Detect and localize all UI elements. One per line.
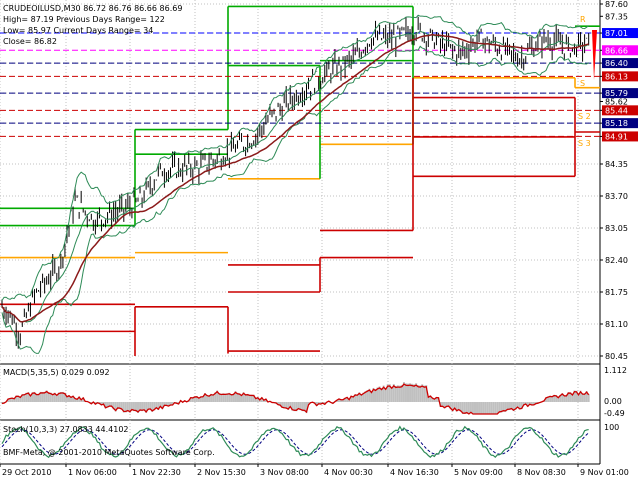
price-badge-text: 86.40 (605, 59, 628, 68)
price-tick-label: 81.75 (605, 288, 628, 297)
time-label: 8 Nov 08:30 (517, 468, 566, 477)
time-label: 4 Nov 16:30 (390, 468, 439, 477)
price-badge-text: 85.44 (605, 106, 628, 115)
close-info: Close= 86.82 (3, 37, 57, 46)
time-label: 1 Nov 06:00 (68, 468, 117, 477)
stoch-signal-line (1, 429, 590, 455)
macd-title: MACD(5,35,5) 0.029 0.092 (3, 368, 110, 377)
macd-signal-line (1, 383, 590, 415)
macd-pane (1, 382, 590, 415)
copyright-footer: BMF-Meta, @ 2001-2010 MetaQuotes Softwar… (3, 448, 215, 457)
price-badge (602, 28, 638, 39)
price-badge (602, 131, 638, 142)
low-info: Low= 85.97 Current Days Range= 34 (3, 26, 153, 35)
price-tick-label: 82.40 (605, 256, 628, 265)
bollinger-middle (1, 30, 589, 323)
time-axis: 29 Oct 2010 1 Nov 06:00 1 Nov 22:30 2 Nov 1… (0, 464, 629, 477)
price-tick-label: 83.70 (605, 192, 628, 201)
macd-tick-bottom: -0.49 (604, 409, 625, 418)
price-tick-label: 80.45 (605, 352, 628, 361)
price-tick-label: 87.35 (605, 12, 628, 21)
price-badge (602, 45, 638, 56)
stoch-title: Stoch(10,3,3) 27.0833 44.4102 (3, 425, 129, 434)
pivot-s2-label: S 2 (578, 112, 591, 121)
pivot-s3-label: S 3 (578, 139, 591, 148)
macd-tick-zero: 0.00 (604, 397, 622, 406)
price-tick-label: 87.60 (605, 0, 628, 9)
time-label: 9 Nov 01:00 (580, 468, 629, 477)
price-badge (602, 105, 638, 116)
moving-average (1, 33, 589, 323)
time-label: 1 Nov 22:30 (132, 468, 181, 477)
price-badge (602, 118, 638, 129)
price-badge (602, 58, 638, 69)
stochastic-pane (1, 425, 590, 459)
macd-tick-top: 1.112 (604, 366, 627, 375)
stoch-tick-top: 100 (604, 423, 619, 432)
time-label: 3 Nov 08:00 (260, 468, 309, 477)
price-badge-text: 85.79 (605, 89, 628, 98)
indicator-lines (1, 14, 597, 354)
time-label: 4 Nov 00:30 (324, 468, 373, 477)
price-tick-label: 84.35 (605, 160, 628, 169)
bollinger-upper (1, 14, 589, 301)
price-tick-label: 85.62 (605, 97, 628, 106)
pivot-r-label: R (580, 15, 586, 24)
bollinger-lower (1, 45, 589, 354)
time-label: 2 Nov 15:30 (197, 468, 246, 477)
price-tick-label: 83.05 (605, 224, 628, 233)
price-badge-text: 84.91 (605, 132, 628, 141)
price-badge-text: 85.18 (605, 119, 628, 128)
price-badge-text: 86.13 (605, 72, 628, 81)
symbol-info: CRUDEOILUSD,M30 86.72 86.76 86.66 86.69 (3, 4, 182, 13)
price-axis: 87.60 87.35 87.01 86.66 86.40 86.13 85.7985.62… (600, 0, 638, 361)
time-label: 29 Oct 2010 (2, 468, 51, 477)
price-badge-text: 87.01 (605, 29, 628, 38)
price-bars (1, 16, 590, 349)
high-info: High= 87.19 Previous Days Range= 122 (3, 15, 165, 24)
price-tick-label: 81.10 (605, 320, 628, 329)
price-badge-text: 86.66 (605, 46, 628, 55)
price-badge (602, 71, 638, 82)
price-badge (602, 88, 638, 99)
time-label: 5 Nov 09:00 (454, 468, 503, 477)
stoch-main-line (1, 425, 589, 459)
current-arrow (592, 30, 597, 80)
pivot-s-label: S (580, 79, 585, 88)
